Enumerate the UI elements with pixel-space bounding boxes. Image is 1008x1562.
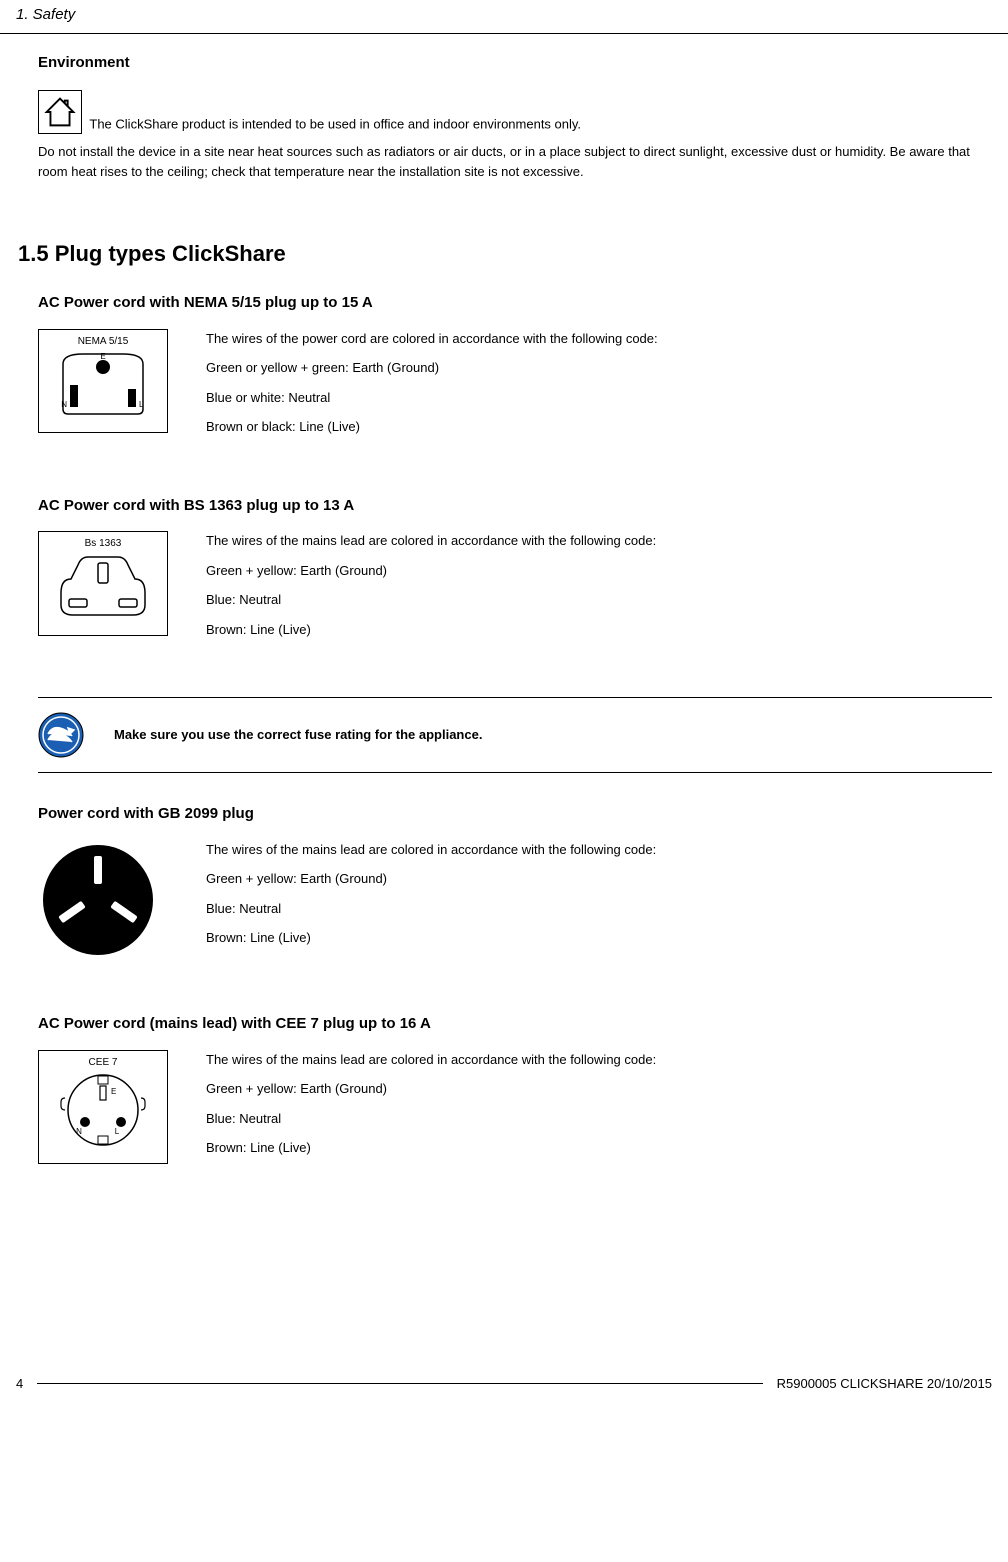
environment-intro: The ClickShare product is intended to be…	[89, 117, 581, 132]
cee-brown: Brown: Line (Live)	[206, 1138, 992, 1158]
cee-figure: CEE 7 E N L	[38, 1050, 168, 1165]
gb-plug-icon	[38, 840, 158, 960]
cee-figure-box: CEE 7 E N L	[38, 1050, 168, 1165]
footer-page-number: 4	[16, 1374, 23, 1394]
cee-plug-icon: E N L	[43, 1070, 163, 1150]
gb-heading: Power cord with GB 2099 plug	[38, 803, 992, 826]
gb-green: Green + yellow: Earth (Ground)	[206, 869, 992, 889]
bs-heading: AC Power cord with BS 1363 plug up to 13…	[38, 495, 992, 518]
cee-label: CEE 7	[43, 1055, 163, 1070]
cee-green: Green + yellow: Earth (Ground)	[206, 1079, 992, 1099]
environment-intro-row: The ClickShare product is intended to be…	[38, 90, 992, 134]
cee-pin-l: L	[115, 1127, 120, 1136]
bs-text: The wires of the mains lead are colored …	[206, 531, 992, 649]
gb-figure	[38, 840, 168, 966]
header-text: 1. Safety	[16, 6, 75, 23]
footer-line	[37, 1383, 762, 1384]
cee-pin-e: E	[111, 1087, 116, 1096]
nema-plug-icon: E N L	[43, 349, 163, 419]
gb-row: The wires of the mains lead are colored …	[38, 840, 992, 966]
gb-intro: The wires of the mains lead are colored …	[206, 840, 992, 860]
nema-brown: Brown or black: Line (Live)	[206, 417, 992, 437]
nema-pin-e: E	[100, 352, 105, 361]
nema-intro: The wires of the power cord are colored …	[206, 329, 992, 349]
nema-row: NEMA 5/15 E N L The wires of the power c…	[38, 329, 992, 447]
cee-pin-n: N	[76, 1127, 82, 1136]
house-icon	[38, 90, 82, 134]
nema-section: AC Power cord with NEMA 5/15 plug up to …	[38, 292, 992, 447]
page-footer: 4 R5900005 CLICKSHARE 20/10/2015	[0, 1368, 1008, 1404]
bs-figure: Bs 1363	[38, 531, 168, 636]
nema-blue: Blue or white: Neutral	[206, 388, 992, 408]
cee-blue: Blue: Neutral	[206, 1109, 992, 1129]
bs-row: Bs 1363 The wires of the mains lead are …	[38, 531, 992, 649]
note-text: Make sure you use the correct fuse ratin…	[114, 725, 482, 745]
main-content: Environment The ClickShare product is in…	[0, 34, 1008, 1168]
fuse-note: Make sure you use the correct fuse ratin…	[38, 697, 992, 773]
footer-doc-id: R5900005 CLICKSHARE 20/10/2015	[777, 1374, 992, 1394]
note-icon	[38, 712, 84, 758]
gb-section: Power cord with GB 2099 plug The wires o…	[38, 803, 992, 965]
nema-text: The wires of the power cord are colored …	[206, 329, 992, 447]
nema-green: Green or yellow + green: Earth (Ground)	[206, 358, 992, 378]
bs-plug-icon	[43, 551, 163, 621]
bs-figure-box: Bs 1363	[38, 531, 168, 636]
gb-text: The wires of the mains lead are colored …	[206, 840, 992, 958]
cee-intro: The wires of the mains lead are colored …	[206, 1050, 992, 1070]
gb-blue: Blue: Neutral	[206, 899, 992, 919]
cee-row: CEE 7 E N L	[38, 1050, 992, 1168]
page-header: 1. Safety	[0, 0, 1008, 34]
nema-pin-l: L	[139, 400, 144, 409]
bs-blue: Blue: Neutral	[206, 590, 992, 610]
bs-green: Green + yellow: Earth (Ground)	[206, 561, 992, 581]
nema-heading: AC Power cord with NEMA 5/15 plug up to …	[38, 292, 992, 315]
environment-para: Do not install the device in a site near…	[38, 142, 992, 181]
bs-brown: Brown: Line (Live)	[206, 620, 992, 640]
bs-intro: The wires of the mains lead are colored …	[206, 531, 992, 551]
environment-heading: Environment	[38, 52, 992, 75]
section-1-5-heading: 1.5 Plug types ClickShare	[18, 237, 992, 270]
cee-heading: AC Power cord (mains lead) with CEE 7 pl…	[38, 1013, 992, 1036]
bs-section: AC Power cord with BS 1363 plug up to 13…	[38, 495, 992, 650]
nema-label: NEMA 5/15	[43, 334, 163, 349]
nema-figure-box: NEMA 5/15 E N L	[38, 329, 168, 434]
gb-brown: Brown: Line (Live)	[206, 928, 992, 948]
cee-text: The wires of the mains lead are colored …	[206, 1050, 992, 1168]
nema-pin-n: N	[61, 400, 67, 409]
nema-figure: NEMA 5/15 E N L	[38, 329, 168, 434]
cee-section: AC Power cord (mains lead) with CEE 7 pl…	[38, 1013, 992, 1168]
bs-label: Bs 1363	[43, 536, 163, 551]
environment-section: Environment The ClickShare product is in…	[38, 52, 992, 182]
